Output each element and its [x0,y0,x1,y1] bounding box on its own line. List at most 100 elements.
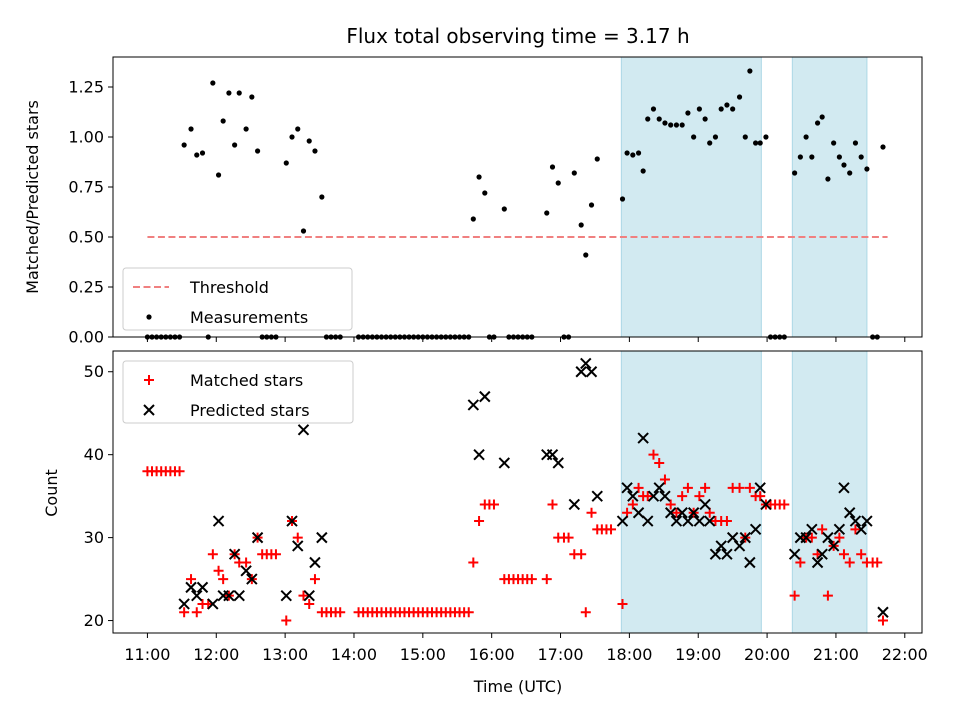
measurement-point [635,150,642,156]
measurement-point [624,150,630,156]
x-tick-label: 21:00 [813,645,859,664]
matched-star-point [281,615,292,626]
predicted-star-point [585,366,598,378]
matched-star-point [755,491,766,502]
measurement-point [668,122,674,128]
predicted-star-point [621,482,633,494]
predicted-star-point [223,589,235,602]
measurement-point [640,168,646,174]
predicted-star-point [744,556,756,569]
predicted-star-point [670,515,683,527]
measurement-point [831,140,837,146]
matched-star-point [474,516,485,527]
measurement-point [181,142,187,148]
x-tick-label: 18:00 [606,645,652,664]
measurement-point [199,150,206,156]
predicted-star-point [546,448,559,461]
shaded-interval-1 [791,56,868,338]
predicted-star-point [473,448,485,461]
matched-star-point [526,574,537,585]
measurement-point [841,162,847,168]
matched-star-point [179,607,190,618]
predicted-star-point [479,390,491,403]
matched-star-point [298,590,309,601]
matched-star-point [488,499,499,510]
measurement-point [656,116,662,122]
measurement-point [249,94,255,100]
matched-star-point [654,457,665,468]
predicted-star-point [733,540,746,552]
measurement-point [226,90,232,96]
matched-star-point [541,574,552,585]
predicted-star-point [637,432,649,444]
measurement-point [549,164,556,170]
axes-frame [112,350,923,634]
measurement-point [753,140,759,146]
measurement-point [594,156,600,162]
predicted-star-point [687,507,700,519]
measurement-point [819,114,825,120]
x-tick-label: 19:00 [675,645,721,664]
matched-star-point [677,491,688,502]
matched-star-point [700,482,711,493]
predicted-star-point [704,515,716,527]
matched-star-point [779,499,790,510]
bottom-y-axis-label: Count [42,469,61,517]
measurement-point [662,120,668,126]
predicted-star-point [843,507,856,519]
matched-star-point [744,482,755,493]
top-panel: 0.00 0.25 0.50 0.75 1.00 1.25 Threshold Measure… [68,56,923,347]
predicted-star-point [676,507,688,519]
predicted-star-point [659,490,671,502]
y-tick-label: 40 [84,445,104,464]
matched-star-point [606,524,617,535]
x-tick-label: 11:00 [124,645,170,664]
matched-star-point [789,590,800,601]
predicted-star-point [240,565,252,577]
matched-star-point [335,607,346,618]
matched-star-point [218,574,229,585]
legend-entry-label: Measurements [190,308,308,327]
matched-star-point [563,532,574,543]
matched-star-point [721,516,732,527]
predicted-star-point [806,523,818,536]
legend-box [122,267,353,331]
measurement-point [544,210,550,216]
predicted-star-point [280,589,292,602]
x-tick-label: 14:00 [331,645,377,664]
matched-star-point [174,466,185,477]
predicted-star-point [855,523,867,536]
measurement-point [847,170,853,176]
predicted-star-point [664,507,677,519]
measurement-point [763,134,769,140]
top-y-axis-label: Matched/Predicted stars [23,100,42,294]
predicted-star-point [754,482,766,494]
predicted-star-point [292,540,304,552]
measurement-point [300,228,307,234]
measurement-point [630,152,636,158]
predicted-star-point [303,589,315,602]
predicted-star-point [849,515,862,527]
measurement-point [691,134,697,140]
matched-star-point [682,482,693,493]
measurement-point [650,106,657,112]
predicted-star-point [552,457,564,469]
predicted-star-point [760,498,772,511]
x-tick-label: 12:00 [193,645,239,664]
measurement-point [730,106,736,112]
measurement-point [797,154,803,160]
predicted-star-point [498,457,511,469]
predicted-star-point [212,515,225,527]
predicted-star-point [693,515,706,527]
predicted-star-point [739,531,751,544]
legend-matched-swatch [144,375,154,385]
measurement-point [578,222,584,228]
predicted-star-point [721,548,733,560]
shaded-interval-0 [620,56,762,338]
matched-star-point [817,524,828,535]
measurement-point [864,166,870,172]
predicted-star-point [653,482,665,494]
matched-star-point [659,474,670,485]
measurement-point [194,152,200,158]
matched-star-point [838,549,849,560]
